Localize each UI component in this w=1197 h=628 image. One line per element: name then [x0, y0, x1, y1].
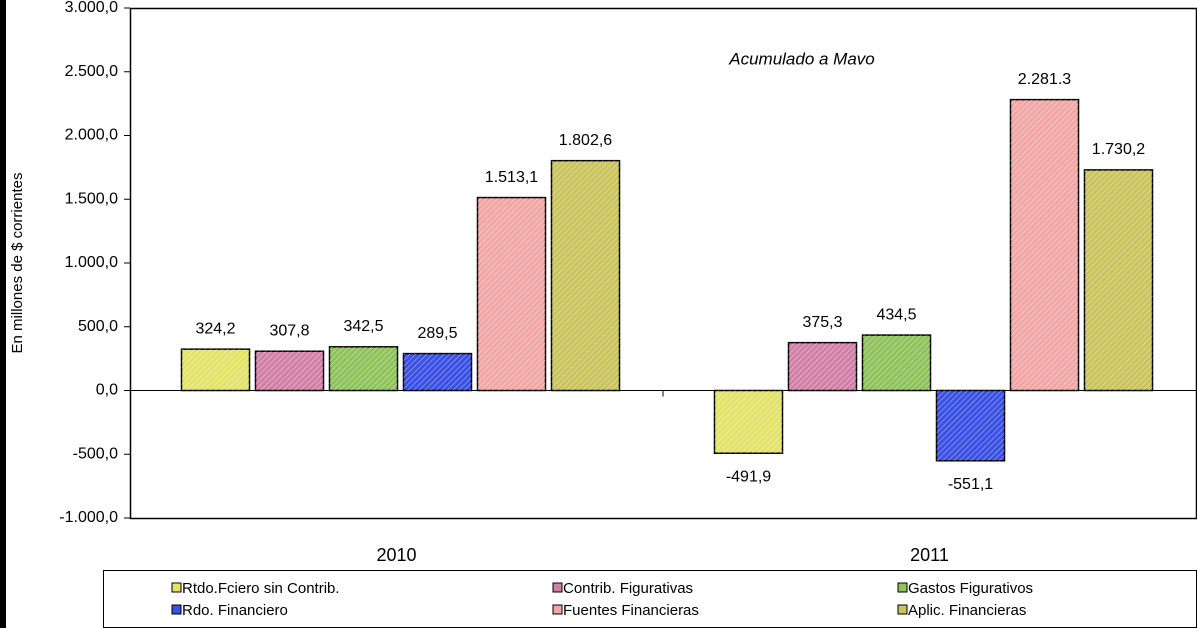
y-tick-label: 1.000,0 — [65, 254, 118, 271]
y-tick-label: 1.500,0 — [65, 190, 118, 207]
y-tick-label: -1.000,0 — [59, 509, 118, 526]
value-label: 434,5 — [876, 306, 916, 323]
bar-hatch — [862, 335, 931, 391]
y-tick-label: 0,0 — [96, 382, 118, 399]
legend — [103, 570, 1197, 628]
value-label: 1.730,2 — [1092, 141, 1145, 158]
legend-label: Gastos Figurativos — [908, 580, 1033, 597]
legend-label: Contrib. Figurativas — [563, 580, 693, 597]
annotation: Acumulado a Mavo — [728, 49, 875, 68]
value-label: 324,2 — [195, 320, 235, 337]
legend-swatch — [171, 604, 182, 615]
legend-label: Rtdo.Fciero sin Contrib. — [182, 580, 340, 597]
value-label: 289,5 — [417, 325, 457, 342]
bar-hatch — [255, 351, 324, 391]
legend-swatch — [552, 582, 563, 593]
value-label: 2.281.3 — [1018, 71, 1071, 88]
bar-hatch — [403, 353, 472, 391]
legend-swatch — [171, 582, 182, 593]
bar-hatch — [551, 160, 620, 391]
y-tick-label: 2.500,0 — [65, 63, 118, 80]
legend-swatch — [897, 604, 908, 615]
value-label: 307,8 — [269, 322, 309, 339]
y-tick-label: 3.000,0 — [65, 0, 118, 16]
y-tick-label: 2.000,0 — [65, 127, 118, 144]
x-tick-label: 2010 — [376, 545, 416, 565]
value-label: 1.513,1 — [485, 169, 538, 186]
value-label: 375,3 — [802, 314, 842, 331]
y-axis-label: En millones de $ corrientes — [9, 173, 26, 354]
bar-hatch — [788, 342, 857, 391]
legend-swatch — [552, 604, 563, 615]
legend-label: Aplic. Financieras — [908, 602, 1026, 619]
bar-hatch — [714, 390, 783, 454]
bar-hatch — [936, 390, 1005, 461]
value-label: -551,1 — [948, 476, 993, 493]
value-label: -491,9 — [726, 468, 771, 485]
value-label: 1.802,6 — [559, 132, 612, 149]
y-tick-label: -500,0 — [73, 445, 118, 462]
bar-hatch — [329, 346, 398, 391]
legend-label: Fuentes Financieras — [563, 602, 699, 619]
bar-hatch — [181, 349, 250, 391]
x-tick-label: 2011 — [910, 545, 949, 565]
left-edge — [0, 0, 6, 628]
value-label: 342,5 — [343, 318, 383, 335]
bar-hatch — [477, 197, 546, 391]
legend-label: Rdo. Financiero — [182, 602, 288, 619]
bar-hatch — [1084, 169, 1153, 391]
legend-swatch — [897, 582, 908, 593]
bar-hatch — [1010, 99, 1079, 391]
y-tick-label: 500,0 — [78, 318, 118, 335]
